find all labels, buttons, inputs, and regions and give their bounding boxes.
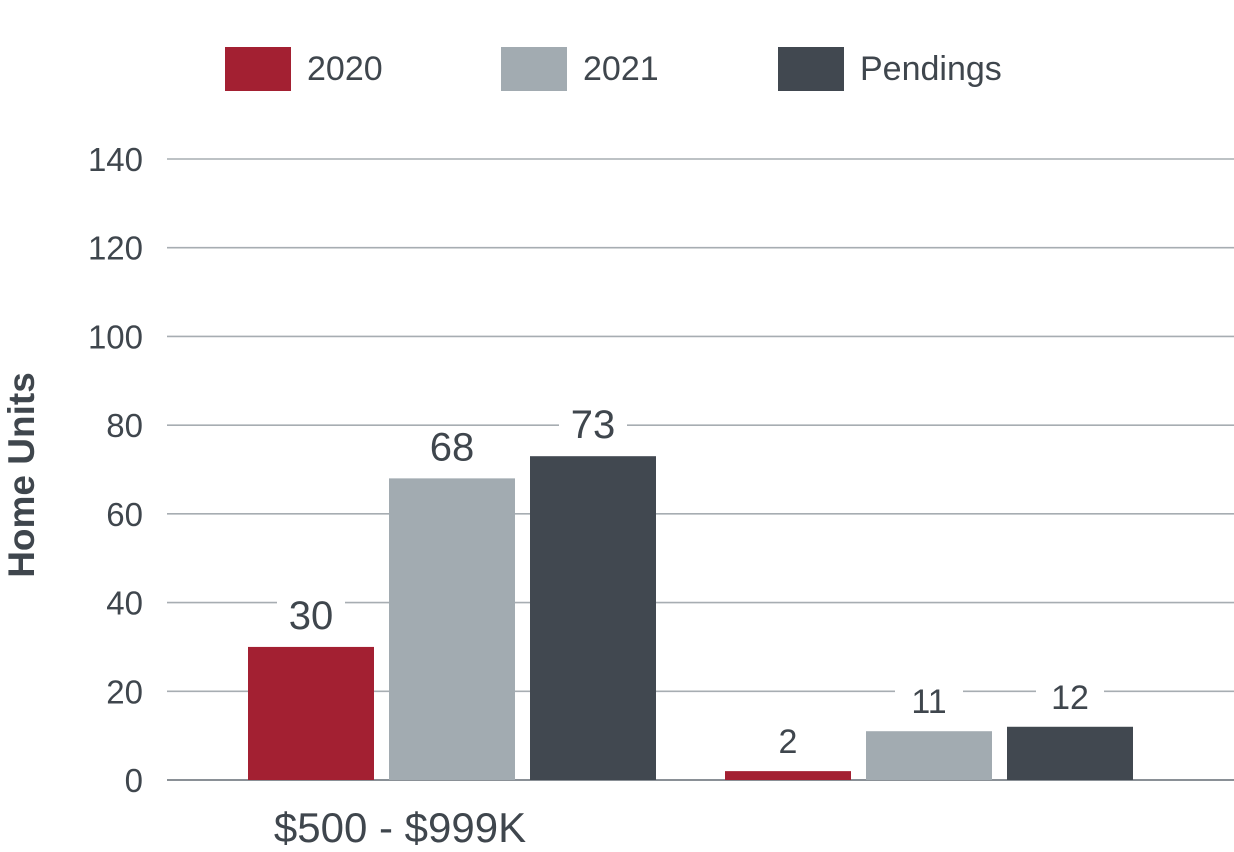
legend-item-2020: 2020: [225, 46, 383, 92]
data-label-background: [277, 596, 345, 637]
bar-2021-2: [866, 731, 992, 780]
y-tick-label: 60: [106, 496, 143, 533]
y-axis-ticks: 0 20 40 60 80 100 120 140: [88, 141, 143, 799]
data-label-2020-1: 30: [289, 594, 334, 638]
bar-pendings-2: [1007, 726, 1133, 780]
data-label-background: [559, 406, 627, 447]
data-label-background: [418, 428, 486, 469]
bar-2020-2: [725, 771, 851, 780]
y-axis-title: Home Units: [1, 372, 42, 578]
x-category-label-1: $500 - $999K: [273, 804, 527, 851]
y-tick-label: 0: [125, 762, 143, 799]
y-tick-label: 80: [106, 407, 143, 444]
data-label-2020-2: 2: [779, 723, 798, 761]
legend-label-2020: 2020: [307, 49, 383, 88]
bar-chart: 0 20 40 60 80 100 120 140 30 68 73 2 11 12: [88, 141, 1234, 799]
legend-item-pendings: Pendings: [778, 46, 1002, 92]
legend-label-pendings: Pendings: [860, 49, 1002, 88]
y-tick-label: 20: [106, 673, 143, 710]
y-tick-label: 120: [88, 230, 143, 267]
data-label-2021-1: 68: [430, 425, 475, 469]
y-tick-label: 40: [106, 585, 143, 622]
y-tick-label: 140: [88, 141, 143, 178]
bar-pendings-1: [530, 456, 656, 780]
y-tick-label: 100: [88, 318, 143, 355]
data-label-2021-2: 11: [911, 683, 946, 721]
legend: 2020 2021 Pendings: [0, 46, 1234, 92]
legend-swatch-pendings: [778, 47, 844, 91]
bar-2020-1: [248, 646, 374, 780]
data-label-pendings-2: 12: [1051, 679, 1089, 717]
legend-item-2021: 2021: [501, 46, 659, 92]
bar-2021-1: [389, 478, 515, 780]
data-label-background: [895, 681, 963, 722]
data-labels: 30 68 73 2 11 12: [277, 403, 1104, 762]
legend-label-2021: 2021: [583, 49, 659, 88]
data-label-background: [754, 721, 822, 762]
legend-swatch-2021: [501, 47, 567, 91]
bars: [248, 456, 1133, 780]
data-label-background: [1036, 676, 1104, 717]
data-label-pendings-1: 73: [571, 403, 616, 447]
legend-swatch-2020: [225, 47, 291, 91]
